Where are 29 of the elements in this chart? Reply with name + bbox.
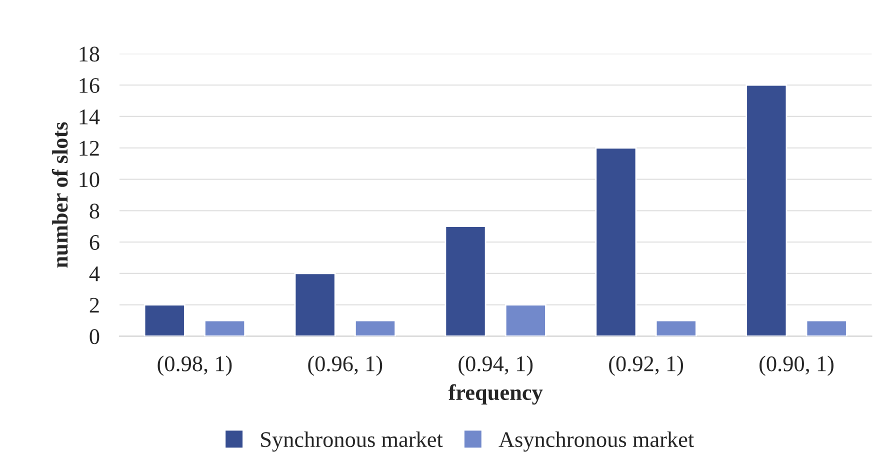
- y-tick-label: 4: [89, 266, 100, 282]
- y-tick-label: 0: [90, 329, 100, 344]
- x-tick-label: (0.98, 1): [158, 356, 232, 376]
- y-tick-label: 12: [80, 140, 99, 156]
- bar: [746, 84, 788, 336]
- bar: [144, 304, 186, 336]
- bar: [655, 320, 697, 336]
- x-tick-label: (0.92, 1): [609, 356, 684, 376]
- bar: [294, 272, 336, 336]
- y-axis-title: number of slots: [52, 122, 68, 268]
- y-tick-label: 10: [80, 172, 100, 188]
- x-tick-label: (0.90, 1): [760, 356, 834, 376]
- bar: [354, 320, 396, 336]
- bar: [504, 304, 546, 336]
- bar: [595, 147, 637, 336]
- bar: [204, 320, 246, 336]
- y-tick-label: 8: [90, 204, 100, 219]
- y-tick-label: 14: [80, 110, 100, 124]
- y-tick-label: 2: [90, 298, 99, 313]
- bar: [806, 320, 848, 336]
- legend-label: Synchronous market: [261, 431, 443, 452]
- y-tick-label: 18: [80, 46, 100, 62]
- x-tick-label: (0.96, 1): [308, 356, 382, 376]
- y-tick-label: 16: [80, 78, 100, 94]
- legend-label: Asynchronous market: [498, 431, 694, 452]
- x-tick-label: (0.94, 1): [458, 356, 533, 376]
- y-tick-label: 6: [90, 235, 100, 250]
- x-axis-title: frequency: [448, 384, 543, 405]
- bar: [444, 226, 486, 336]
